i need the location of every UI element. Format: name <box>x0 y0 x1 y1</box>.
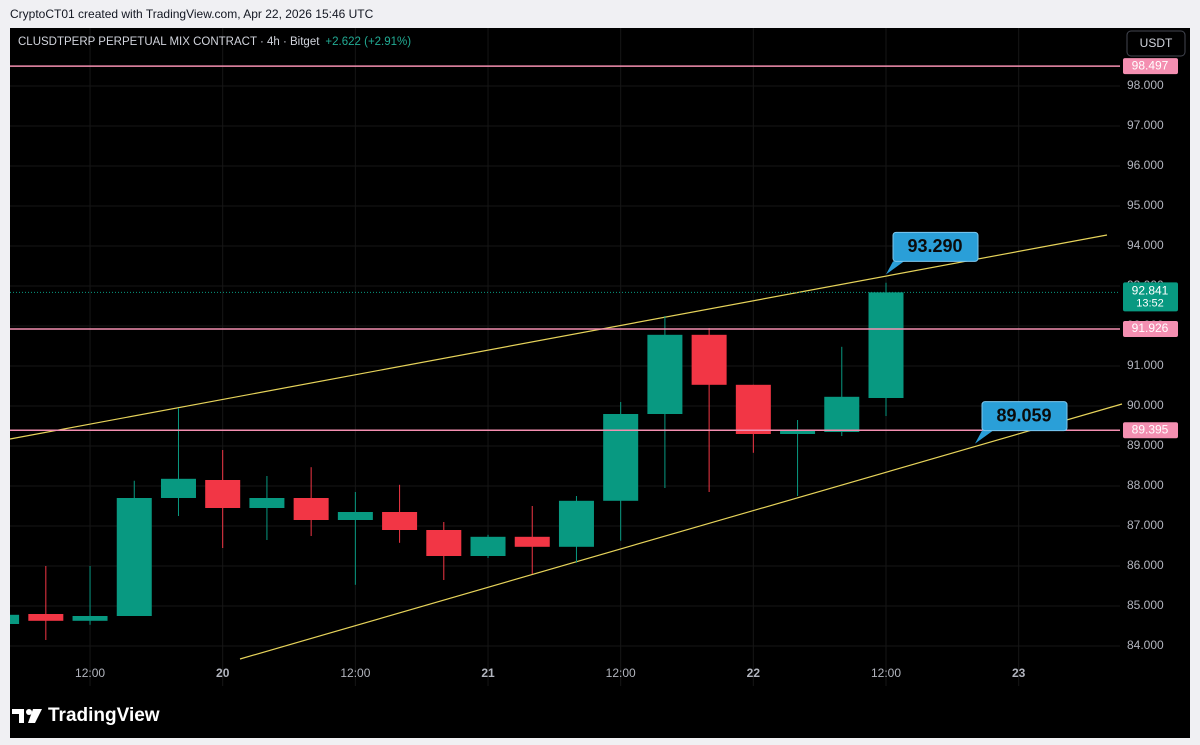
y-tick-label: 88.000 <box>1127 478 1164 492</box>
trend-line <box>9 234 1108 440</box>
y-tick-label: 86.000 <box>1127 558 1164 572</box>
y-tick-label: 90.000 <box>1127 398 1164 412</box>
x-tick-label: 12:00 <box>340 666 370 680</box>
countdown: 13:52 <box>1136 297 1164 309</box>
price-label-box <box>1123 58 1178 75</box>
price-label: 98.497 <box>1132 58 1169 72</box>
x-tick-label: 21 <box>481 666 495 680</box>
candle-body <box>205 480 241 508</box>
callout-label: 89.059 <box>996 405 1051 425</box>
header: CryptoCT01 created with TradingView.com,… <box>10 7 374 21</box>
x-tick-label: 22 <box>747 666 761 680</box>
y-tick-label: 94.000 <box>1127 238 1164 252</box>
candle-body <box>28 614 64 621</box>
logo-mark <box>12 709 24 723</box>
candle-body <box>10 614 20 624</box>
candle-body <box>293 498 329 520</box>
candle-body <box>382 512 418 530</box>
x-tick-label: 20 <box>216 666 230 680</box>
last-price-box <box>1123 282 1178 312</box>
callout-box <box>892 231 979 262</box>
callout-label: 93.290 <box>907 236 962 256</box>
y-tick-label: 98.000 <box>1127 78 1164 92</box>
candle-body <box>337 512 373 520</box>
y-tick-label: 91.000 <box>1127 358 1164 372</box>
price-change: +2.622 (+2.91%) <box>325 36 411 48</box>
candle-body <box>603 414 639 501</box>
candle-body <box>116 498 152 616</box>
y-tick-label: 89.000 <box>1127 438 1164 452</box>
y-tick-label: 87.000 <box>1127 518 1164 532</box>
price-label-box <box>1123 320 1178 337</box>
y-tick-label: 95.000 <box>1127 198 1164 212</box>
candle-body <box>72 616 108 621</box>
price-label: 91.926 <box>1132 321 1169 335</box>
candle-body <box>868 292 904 398</box>
chart-panel <box>10 28 1190 738</box>
logo-mark <box>26 709 32 715</box>
x-tick-label: 12:00 <box>606 666 636 680</box>
logo-mark <box>28 709 42 723</box>
y-tick-label: 84.000 <box>1127 638 1164 652</box>
candle-body <box>558 500 594 547</box>
price-label-box <box>1123 422 1178 439</box>
candle-body <box>824 396 860 432</box>
candle-body <box>160 478 196 498</box>
callout-pointer <box>886 261 904 275</box>
currency[interactable]: USDT <box>1140 36 1173 50</box>
y-tick-label: 96.000 <box>1127 158 1164 172</box>
candle-body <box>647 334 683 414</box>
y-tick-label: 85.000 <box>1127 598 1164 612</box>
callout-box <box>981 401 1068 432</box>
x-tick-label: 12:00 <box>75 666 105 680</box>
symbol-title: CLUSDTPERP PERPETUAL MIX CONTRACT · 4h ·… <box>18 36 411 48</box>
candle-body <box>514 536 550 547</box>
y-tick-label: 97.000 <box>1127 118 1164 132</box>
callout-pointer <box>975 430 993 444</box>
last-price-label: 92.841 <box>1132 284 1169 298</box>
x-tick-label: 23 <box>1012 666 1026 680</box>
candle-body <box>780 430 816 434</box>
candle-body <box>249 498 285 508</box>
candle-body <box>426 530 462 556</box>
candle-body <box>735 384 771 434</box>
x-tick-label: 12:00 <box>871 666 901 680</box>
currency-box[interactable] <box>1126 30 1186 57</box>
price-label: 89.395 <box>1132 422 1169 436</box>
plot <box>10 282 904 640</box>
logo <box>12 709 42 723</box>
candle-body <box>470 536 506 556</box>
brand: TradingView <box>48 705 160 726</box>
symbol-name: CLUSDTPERP PERPETUAL MIX CONTRACT · 4h ·… <box>18 36 320 48</box>
candle-body <box>691 334 727 385</box>
trend-line <box>239 403 1123 660</box>
